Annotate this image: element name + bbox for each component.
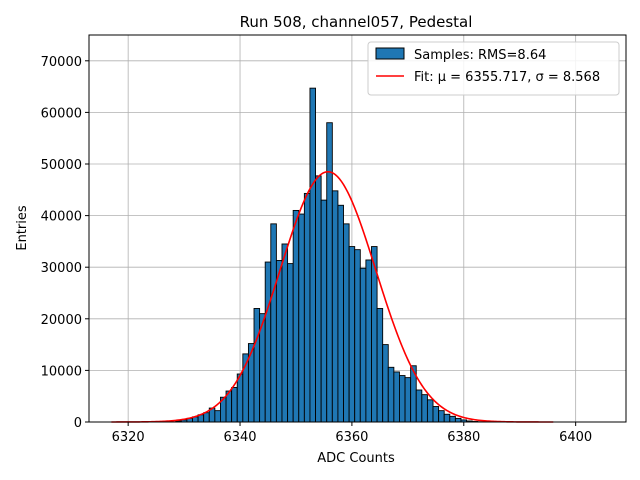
y-tick-label: 50000: [41, 158, 82, 173]
histogram-bar: [214, 410, 221, 423]
histogram-bar: [426, 399, 434, 423]
histogram-bar: [253, 308, 261, 423]
histogram-bar: [203, 412, 210, 423]
histogram-bar: [387, 366, 395, 423]
histogram-bar: [415, 389, 423, 423]
x-tick-label: 6340: [223, 430, 256, 445]
histogram-bar: [359, 267, 367, 423]
x-tick-label: 6380: [447, 430, 480, 445]
legend-box: [367, 41, 620, 96]
histogram-bar: [287, 263, 294, 423]
histogram-bar: [454, 417, 462, 423]
bars-layer: [175, 87, 484, 423]
histogram-bar: [298, 213, 305, 423]
y-tick-label: 0: [74, 416, 82, 431]
histogram-bar: [399, 375, 406, 423]
x-axis-ticks: 6320 6340 6360 6380 6400: [112, 422, 592, 445]
y-tick-label: 40000: [41, 210, 82, 225]
histogram-bar: [354, 249, 361, 423]
legend-fit-label: Fit: μ = 6355.717, σ = 8.568: [414, 70, 600, 85]
fit-curve: [111, 170, 554, 423]
y-tick-label: 20000: [41, 313, 82, 328]
histogram-bar: [348, 246, 356, 423]
y-tick-label: 60000: [41, 106, 82, 121]
y-axis-label: Entries: [15, 205, 30, 251]
x-tick-label: 6400: [559, 430, 592, 445]
histogram-bar: [443, 413, 451, 423]
histogram-bar: [393, 371, 400, 423]
y-axis-ticks: 0 10000 20000 30000 40000 50000 60000 70000: [41, 55, 89, 431]
x-tick-label: 6320: [112, 430, 145, 445]
histogram-bar: [303, 192, 311, 423]
chart-title: Run 508, channel057, Pedestal: [240, 13, 473, 31]
plot-frame: [88, 34, 627, 423]
histogram-bar: [404, 377, 412, 423]
histogram-bar: [365, 259, 372, 423]
legend: Samples: RMS=8.64 Fit: μ = 6355.717, σ =…: [367, 41, 620, 96]
histogram-bar: [331, 190, 339, 423]
histogram-bar: [376, 308, 384, 423]
histogram-bar: [281, 243, 289, 423]
histogram-bar: [275, 260, 283, 423]
histogram-bar: [343, 223, 350, 423]
y-tick-label: 30000: [41, 261, 82, 276]
x-axis-label: ADC Counts: [317, 451, 395, 466]
legend-bar-label: Samples: RMS=8.64: [414, 48, 546, 63]
histogram-bar: [438, 410, 445, 423]
histogram-bar: [320, 199, 328, 423]
y-tick-label: 70000: [41, 55, 82, 70]
histogram-bar: [421, 394, 428, 423]
histogram-bar: [270, 223, 277, 423]
histogram-bar: [236, 373, 244, 423]
histogram-bar: [309, 87, 316, 423]
histogram-bar: [231, 386, 238, 423]
histogram-bar: [315, 175, 322, 423]
legend-bar-swatch: [375, 47, 405, 60]
histogram-bar: [449, 415, 456, 423]
x-tick-label: 6360: [335, 430, 368, 445]
y-tick-label: 10000: [41, 364, 82, 379]
histogram-bar: [326, 122, 333, 423]
histogram-bar: [432, 406, 440, 423]
histogram-bar: [264, 261, 272, 423]
histogram-bar: [382, 344, 389, 423]
histogram-bar: [292, 209, 300, 423]
histogram-bar: [337, 204, 344, 423]
